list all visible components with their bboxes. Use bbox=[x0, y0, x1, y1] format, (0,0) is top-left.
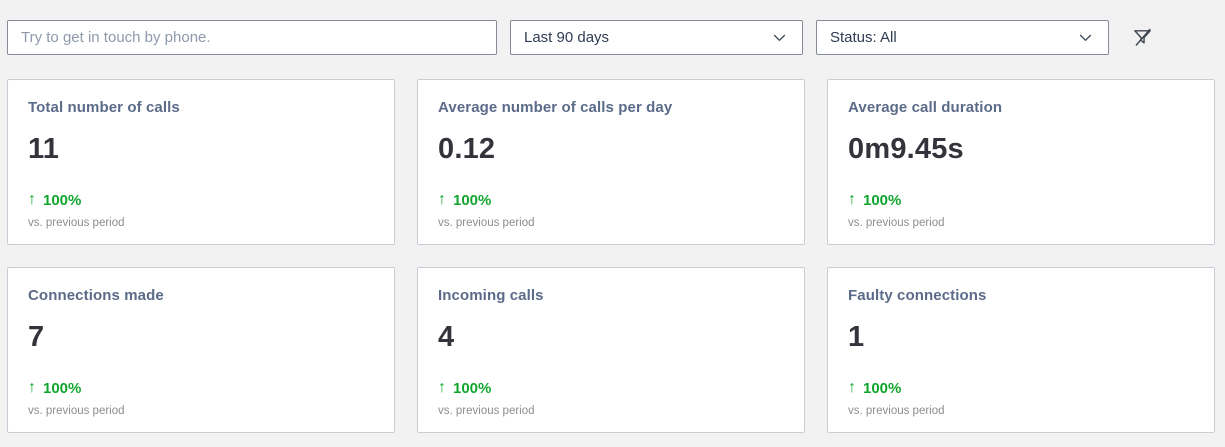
stat-card-total-calls: Total number of calls 11 ↑ 100% vs. prev… bbox=[7, 79, 395, 245]
arrow-up-icon: ↑ bbox=[28, 379, 36, 396]
period-dropdown-value: Last 90 days bbox=[524, 29, 610, 46]
card-value: 0.12 bbox=[438, 133, 496, 165]
card-change: ↑ 100% bbox=[848, 379, 1194, 397]
filter-off-icon bbox=[1131, 28, 1154, 52]
filter-bar: Last 90 days Status: All bbox=[0, 0, 1225, 55]
status-dropdown[interactable]: Status: All bbox=[816, 20, 1109, 55]
card-comparison-label: vs. previous period bbox=[848, 405, 945, 417]
chevron-down-icon bbox=[771, 29, 788, 46]
stats-cards-grid: Total number of calls 11 ↑ 100% vs. prev… bbox=[7, 79, 1215, 433]
arrow-up-icon: ↑ bbox=[438, 191, 446, 208]
stat-card-avg-calls-per-day: Average number of calls per day 0.12 ↑ 1… bbox=[417, 79, 805, 245]
card-change-percent: 100% bbox=[863, 191, 902, 209]
status-dropdown-value: Status: All bbox=[830, 29, 897, 46]
card-change: ↑ 100% bbox=[438, 379, 784, 397]
card-value: 7 bbox=[28, 321, 45, 353]
card-change-percent: 100% bbox=[453, 191, 492, 209]
card-value: 11 bbox=[28, 133, 60, 165]
arrow-up-icon: ↑ bbox=[438, 379, 446, 396]
card-change-percent: 100% bbox=[43, 191, 82, 209]
arrow-up-icon: ↑ bbox=[28, 191, 36, 208]
stat-card-avg-call-duration: Average call duration 0m9.45s ↑ 100% vs.… bbox=[827, 79, 1215, 245]
card-comparison-label: vs. previous period bbox=[438, 405, 535, 417]
card-title: Average number of calls per day bbox=[438, 99, 673, 116]
card-change: ↑ 100% bbox=[848, 191, 1194, 209]
stat-card-incoming-calls: Incoming calls 4 ↑ 100% vs. previous per… bbox=[417, 267, 805, 433]
arrow-up-icon: ↑ bbox=[848, 191, 856, 208]
card-change: ↑ 100% bbox=[438, 191, 784, 209]
card-title: Connections made bbox=[28, 287, 164, 304]
stat-card-faulty-connections: Faulty connections 1 ↑ 100% vs. previous… bbox=[827, 267, 1215, 433]
chevron-down-icon bbox=[1077, 29, 1094, 46]
card-change: ↑ 100% bbox=[28, 191, 374, 209]
card-change-percent: 100% bbox=[43, 379, 82, 397]
arrow-up-icon: ↑ bbox=[848, 379, 856, 396]
card-value: 4 bbox=[438, 321, 455, 353]
card-value: 1 bbox=[848, 321, 865, 353]
period-dropdown[interactable]: Last 90 days bbox=[510, 20, 803, 55]
card-comparison-label: vs. previous period bbox=[28, 405, 125, 417]
card-title: Faulty connections bbox=[848, 287, 987, 304]
card-change: ↑ 100% bbox=[28, 379, 374, 397]
card-value: 0m9.45s bbox=[848, 133, 964, 165]
card-comparison-label: vs. previous period bbox=[28, 217, 125, 229]
card-title: Average call duration bbox=[848, 99, 1003, 116]
card-comparison-label: vs. previous period bbox=[438, 217, 535, 229]
stat-card-connections-made: Connections made 7 ↑ 100% vs. previous p… bbox=[7, 267, 395, 433]
clear-filters-button[interactable] bbox=[1129, 24, 1156, 51]
card-comparison-label: vs. previous period bbox=[848, 217, 945, 229]
card-title: Incoming calls bbox=[438, 287, 544, 304]
card-title: Total number of calls bbox=[28, 99, 180, 116]
card-change-percent: 100% bbox=[453, 379, 492, 397]
search-input[interactable] bbox=[7, 20, 497, 55]
card-change-percent: 100% bbox=[863, 379, 902, 397]
